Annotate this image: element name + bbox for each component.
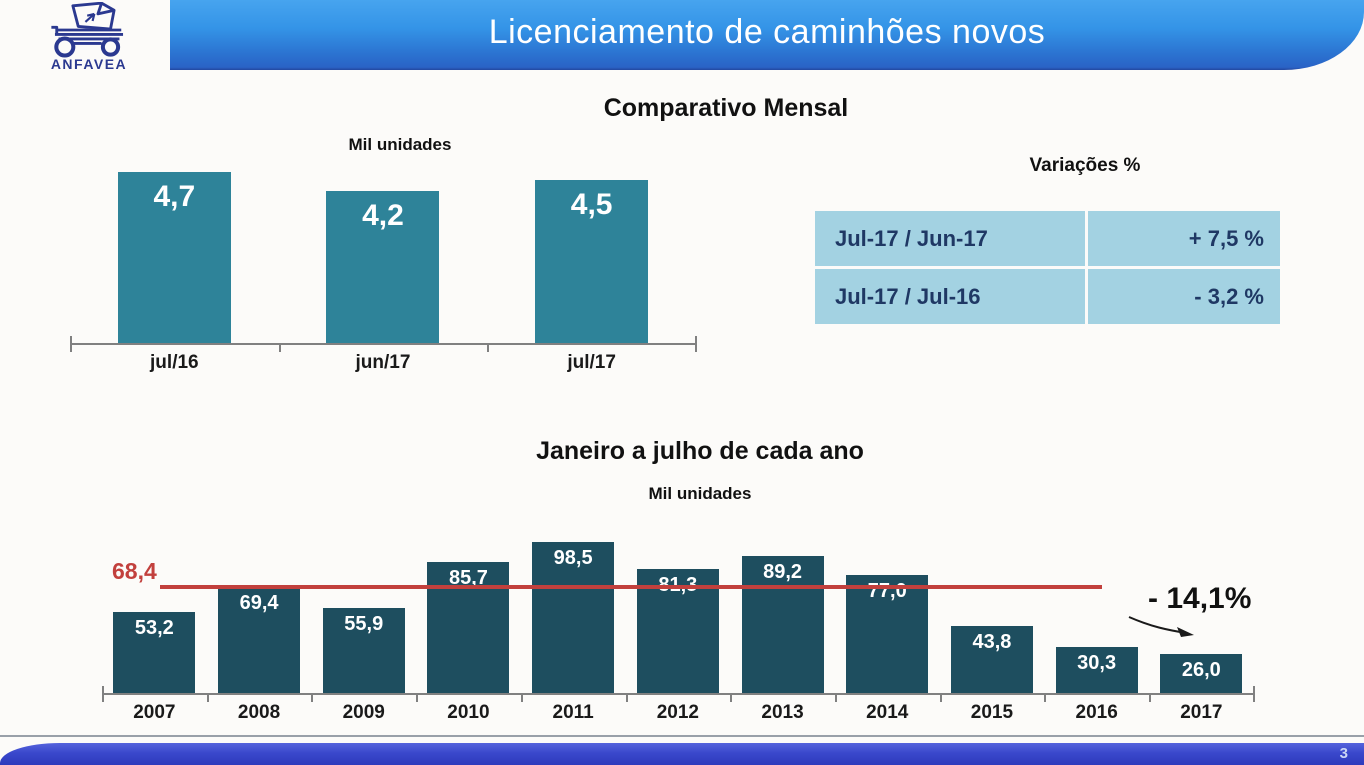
monthly-chart-title: Comparativo Mensal [603, 94, 849, 122]
bar-2007: 53,2 [113, 612, 196, 694]
monthly-units-label: Mil unidades [348, 135, 452, 154]
x-axis-label-jul/16: jul/16 [150, 352, 199, 373]
bar-2012: 81,3 [636, 569, 719, 694]
axis-tick [625, 695, 628, 702]
tractor-logo-icon [51, 2, 124, 58]
axis-tick [695, 345, 697, 352]
annual-x-labels: 2007 2008 2009 2010 2011 2012 2013 2014 2015 2016… [102, 702, 1254, 730]
axis-end-cap [695, 336, 697, 343]
bar-2016: 30,3 [1055, 647, 1138, 694]
bar-value-label: 85,7 [448, 567, 488, 589]
footer-bar: 3 [0, 743, 1364, 765]
axis-tick [834, 695, 837, 702]
variation-row-value: - 3,2 % [1088, 269, 1280, 324]
variations-title: Variações % [1029, 155, 1141, 176]
x-axis-label-jun/17: jun/17 [355, 352, 411, 373]
x-axis-label-2012: 2012 [656, 702, 699, 723]
bar-2011: 98,5 [532, 542, 615, 694]
logo-text: ANFAVEA [50, 56, 128, 72]
bar-value-label: 4,7 [153, 180, 196, 213]
monthly-x-axis [70, 336, 697, 352]
x-axis-label-2015: 2015 [970, 702, 1014, 723]
annotation-arrow-icon [1128, 616, 1194, 637]
axis-end-cap [70, 336, 72, 343]
x-axis-label-2007: 2007 [133, 702, 176, 723]
x-axis-label-2009: 2009 [342, 702, 385, 723]
annual-bar-chart: 53,2 69,4 55,9 85,7 98,5 81,3 89,2 77,0 43,8 30,3… [102, 540, 1254, 694]
x-axis-label-2017: 2017 [1180, 702, 1223, 723]
axis-tick [102, 695, 104, 702]
anfavea-logo: ANFAVEA [34, 2, 144, 72]
axis-tick [70, 345, 72, 352]
bar-jul/16: 4,7 [117, 172, 231, 343]
bar-value-label: 81,3 [658, 569, 697, 596]
axis-tick [1253, 695, 1255, 702]
bar-value-label: 4,2 [362, 199, 404, 232]
annual-x-axis [102, 686, 1255, 702]
variation-row-value: + 7,5 % [1088, 211, 1280, 266]
monthly-x-labels: jul/16 jun/17 jul/17 [70, 352, 696, 380]
reference-line [160, 585, 1102, 590]
bar-value-label: 89,2 [763, 561, 803, 583]
reference-line-label: 68,4 [112, 558, 157, 584]
x-axis-label-2010: 2010 [447, 702, 490, 723]
x-axis-label-jul/17: jul/17 [567, 352, 616, 373]
axis-tick [1044, 695, 1047, 702]
bar-value-label: 30,3 [1077, 652, 1117, 674]
bar-value-label: 4,5 [570, 188, 613, 221]
axis-tick [416, 695, 419, 702]
variations-table: Jul-17 / Jun-17 + 7,5 % Jul-17 / Jul-16 … [815, 211, 1280, 324]
axis-tick [1149, 695, 1151, 702]
x-axis-label-2008: 2008 [237, 702, 281, 723]
axis-tick [520, 695, 523, 702]
variation-row-label: Jul-17 / Jun-17 [815, 211, 1085, 266]
bar-value-label: 26,0 [1181, 659, 1221, 681]
annual-units-label: Mil unidades [648, 484, 752, 503]
bar-value-label: 43,8 [972, 631, 1012, 653]
bar-2008: 69,4 [218, 587, 301, 694]
bar-2009: 55,9 [322, 608, 405, 694]
header-bar: Licenciamento de caminhões novos [170, 0, 1364, 70]
x-axis-label-2014: 2014 [866, 702, 909, 723]
x-axis-label-2013: 2013 [761, 702, 804, 723]
axis-end-cap [102, 686, 104, 693]
axis-tick [311, 695, 314, 702]
axis-tick [730, 695, 733, 702]
bar-value-label: 53,2 [134, 617, 174, 639]
axis-tick [487, 345, 490, 352]
bar-2017: 26,0 [1160, 654, 1243, 694]
annual-chart-title: Janeiro a julho de cada ano [536, 437, 864, 465]
bar-2015: 43,8 [950, 626, 1033, 694]
bar-jul/17: 4,5 [535, 180, 649, 343]
axis-tick [206, 695, 209, 702]
x-axis-label-2011: 2011 [552, 702, 594, 723]
axis-end-cap [1253, 686, 1255, 693]
bar-jun/17: 4,2 [326, 191, 440, 343]
footer-divider [0, 735, 1364, 737]
page-title: Licenciamento de caminhões novos [488, 12, 1046, 51]
page-number: 3 [1339, 745, 1348, 762]
bar-value-label: 69,4 [239, 592, 279, 614]
bar-2014: 77,0 [846, 575, 929, 694]
bar-value-label: 98,5 [553, 547, 593, 569]
bar-2013: 89,2 [741, 556, 824, 694]
annotation-text: - 14,1% [1148, 582, 1252, 615]
bar-value-label: 55,9 [344, 613, 384, 635]
x-axis-label-2016: 2016 [1075, 702, 1118, 723]
variation-row-label: Jul-17 / Jul-16 [815, 269, 1085, 324]
bar-2010: 85,7 [427, 562, 510, 694]
monthly-bar-chart: 4,7 4,2 4,5 [70, 168, 696, 343]
axis-tick [939, 695, 942, 702]
axis-tick [278, 345, 281, 352]
